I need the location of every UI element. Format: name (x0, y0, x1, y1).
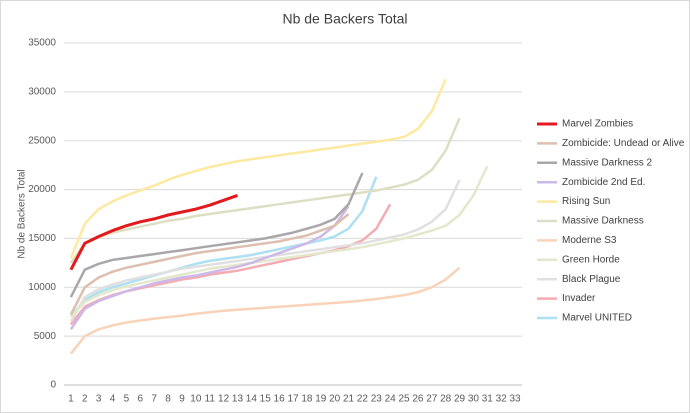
x-tick-label: 14 (246, 394, 258, 405)
series-line (69, 172, 364, 298)
y-tick-label: 25000 (28, 135, 56, 146)
legend-label: Rising Sun (562, 196, 610, 207)
x-tick-label: 25 (398, 394, 410, 405)
x-tick-label: 4 (110, 394, 116, 405)
y-axis-label: Nb de Backers Total (17, 169, 28, 258)
x-tick-label: 8 (165, 394, 171, 405)
legend: Marvel Zombies Zombicide: Undead or Alive… (537, 119, 685, 324)
legend-label: Zombicide 2nd Ed. (562, 177, 645, 188)
x-tick-label: 1 (68, 394, 74, 405)
x-tick-label: 12 (218, 394, 230, 405)
series-line (69, 117, 461, 264)
x-tick-label: 15 (260, 394, 272, 405)
x-tick-label: 20 (329, 394, 341, 405)
x-tick-label: 28 (440, 394, 452, 405)
x-tick-label: 21 (343, 394, 355, 405)
x-tick-label: 10 (190, 394, 202, 405)
x-tick-label: 24 (385, 394, 397, 405)
y-tick-label: 35000 (28, 38, 56, 49)
x-tick-label: 11 (205, 394, 216, 405)
x-tick-label: 6 (138, 394, 144, 405)
x-tick-label: 13 (232, 394, 244, 405)
x-tick-label: 19 (315, 394, 327, 405)
x-tick-label: 2 (82, 394, 88, 405)
x-tick-label: 27 (426, 394, 438, 405)
legend-label: Green Horde (562, 254, 620, 265)
x-tick-label: 3 (96, 394, 102, 405)
series-line (69, 78, 447, 259)
y-tick-label: 10000 (28, 282, 56, 293)
x-tick-label: 30 (468, 394, 480, 405)
legend-label: Massive Darkness 2 (562, 157, 652, 168)
series-line (69, 176, 378, 318)
series-line (69, 165, 489, 318)
x-tick-label: 22 (357, 394, 369, 405)
chart-title: Nb de Backers Total (282, 11, 407, 27)
y-tick-label: 15000 (28, 233, 56, 244)
legend-label: Moderne S3 (562, 235, 617, 246)
x-tick-label: 16 (274, 394, 286, 405)
y-tick-label: 5000 (34, 331, 57, 342)
x-tick-label: 18 (301, 394, 313, 405)
x-tick-label: 31 (482, 394, 494, 405)
x-tick-label: 7 (151, 394, 157, 405)
series-line (69, 213, 350, 316)
legend-label: Black Plague (562, 274, 621, 285)
legend-label: Zombicide: Undead or Alive (562, 138, 685, 149)
y-tick-label: 30000 (28, 86, 56, 97)
series-line (69, 266, 461, 355)
legend-label: Marvel UNITED (562, 313, 632, 324)
series-line (69, 205, 350, 331)
legend-label: Massive Darkness (562, 216, 644, 227)
x-tick-label: 23 (371, 394, 383, 405)
y-tick-label: 20000 (28, 184, 56, 195)
legend-label: Marvel Zombies (562, 119, 633, 130)
x-tick-label: 32 (496, 394, 508, 405)
x-tick-label: 33 (509, 394, 521, 405)
x-tick-label: 5 (124, 394, 130, 405)
x-tick-label: 29 (454, 394, 466, 405)
x-tick-label: 26 (412, 394, 424, 405)
legend-label: Invader (562, 293, 596, 304)
x-tick-label: 9 (179, 394, 185, 405)
series-line (69, 193, 238, 271)
y-tick-label: 0 (50, 380, 56, 391)
x-tick-label: 17 (287, 394, 299, 405)
